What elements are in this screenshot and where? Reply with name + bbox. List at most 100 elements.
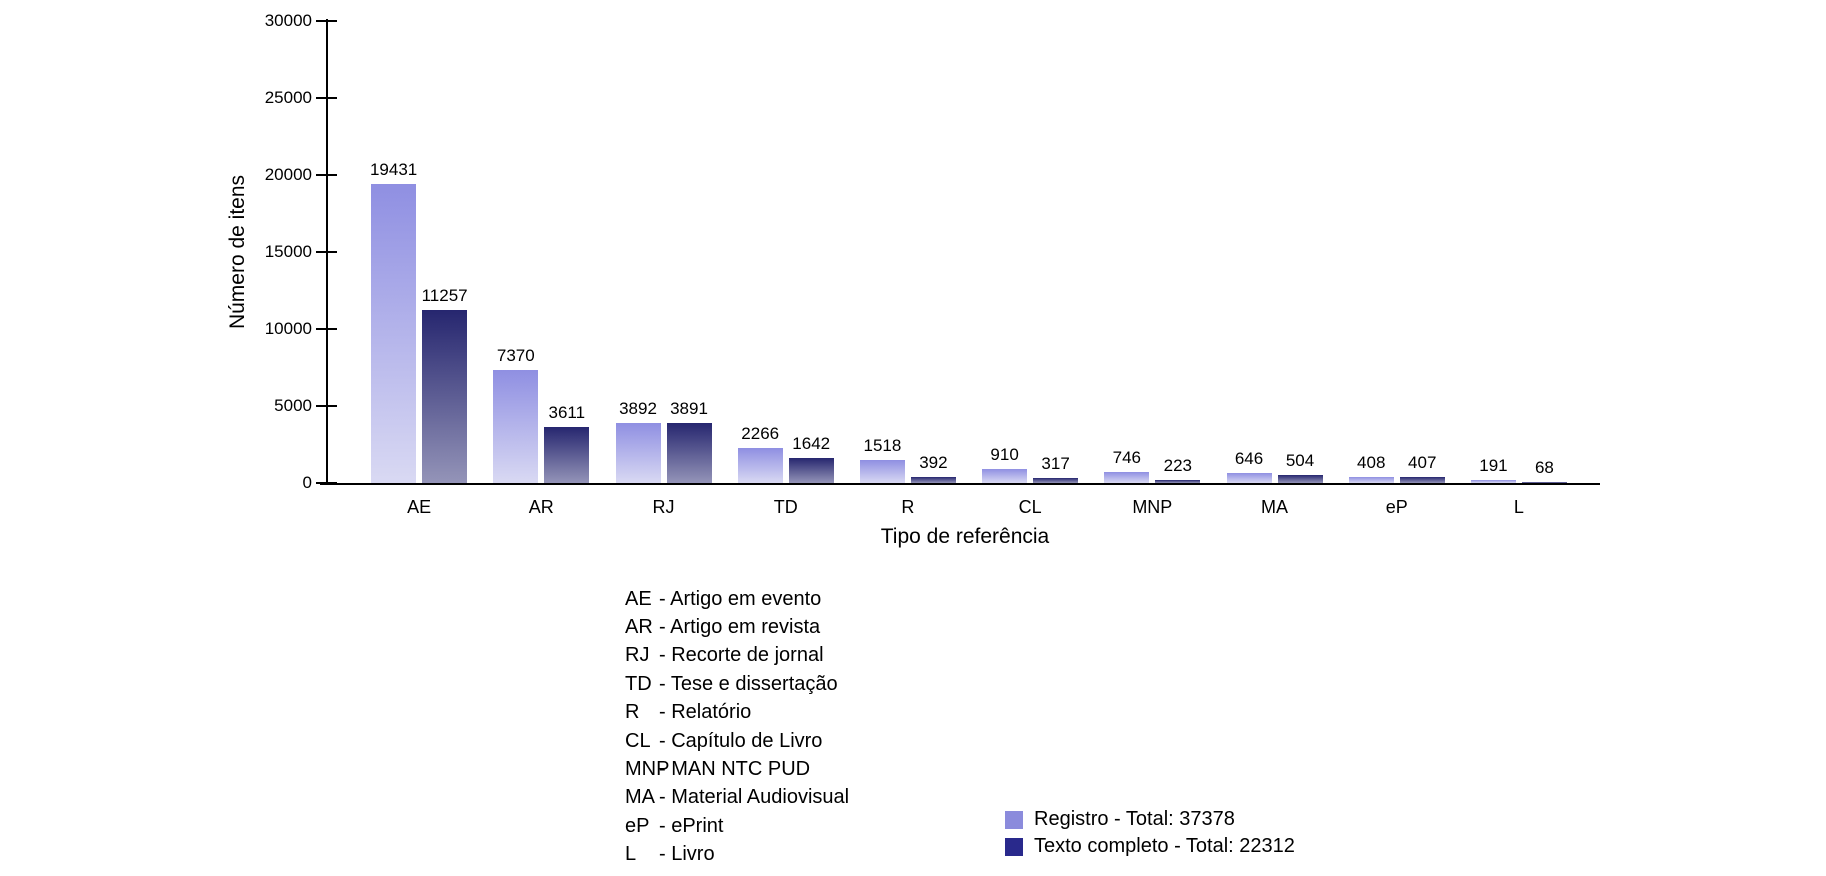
bar-group-td: 2266 1642	[725, 21, 847, 483]
abbr-description: - Relatório	[659, 701, 752, 724]
bar-value-label: 408	[1357, 452, 1386, 472]
plot-area: 0 5000 10000 15000 20000 25000 30000 19431 1125…	[265, 11, 1600, 492]
abbr-description: - Artigo em evento	[659, 587, 822, 610]
bar: 68	[1521, 458, 1567, 483]
y-tick-label: 5000	[274, 396, 312, 415]
bar: 408	[1348, 453, 1394, 483]
category-label-r: R	[901, 497, 915, 517]
abbreviation-row: RJ - Recorte de jornal	[625, 642, 849, 670]
bar-group-ep: 408 407	[1336, 21, 1458, 483]
abbr-code: R	[625, 701, 640, 724]
bar-value-label: 11257	[421, 285, 468, 305]
y-axis-line	[326, 19, 328, 485]
abbr-code: AR	[625, 616, 653, 639]
bar-group-ae: 19431 11257	[358, 21, 480, 483]
bar: 407	[1399, 453, 1445, 483]
abbreviation-key: AE - Artigo em evento AR - Artigo em revis…	[625, 585, 849, 869]
abbr-description: - Material Audiovisual	[659, 786, 850, 809]
bar-group-mnp: 746 223	[1091, 21, 1213, 483]
abbr-description: - Livro	[659, 843, 715, 866]
category-label-l: L	[1513, 497, 1524, 517]
x-axis-title: Tipo de referência	[880, 525, 1050, 548]
bar-group-ma: 646 504	[1213, 21, 1335, 483]
bar-group-rj: 3892 3891	[602, 21, 724, 483]
x-axis-line	[320, 483, 1600, 485]
bar-value-label: 3892	[619, 399, 657, 419]
bar-value-label: 1642	[792, 433, 831, 453]
y-tick-label: 25000	[264, 88, 312, 107]
y-tick-label: 30000	[264, 11, 312, 30]
y-tick-label: 0	[302, 473, 312, 492]
bar-value-label: 7370	[496, 345, 535, 365]
bar-group-cl: 910 317	[969, 21, 1091, 483]
bar-group-ar: 7370 3611	[480, 21, 602, 483]
bar-value-label: 392	[919, 452, 948, 472]
bar: 910	[982, 445, 1028, 483]
abbr-code: eP	[625, 814, 650, 837]
bar-value-label: 223	[1163, 455, 1192, 475]
category-label-ar: AR	[528, 497, 554, 517]
abbr-code: TD	[625, 672, 652, 695]
abbr-description: - MAN NTC PUD	[659, 758, 811, 781]
bar: 2266	[737, 424, 783, 483]
legend-label: Registro - Total: 37378	[1034, 808, 1235, 830]
abbr-description: - Tese e dissertação	[659, 672, 838, 695]
bar-group-l: 191 68	[1458, 21, 1580, 483]
bars-container: 19431 11257 7370 3611 3892 3891 2266 1642 1518 39…	[328, 21, 1600, 483]
bar-value-label: 19431	[369, 159, 418, 179]
abbreviation-row: MNP - MAN NTC PUD	[625, 755, 849, 783]
bar-value-label: 3891	[670, 399, 708, 419]
legend-row-registro: Registro - Total: 37378	[1005, 806, 1295, 833]
bar: 646	[1226, 449, 1272, 483]
bar-value-label: 910	[990, 445, 1019, 464]
bar-value-label: 191	[1479, 456, 1508, 476]
registro-swatch	[1005, 810, 1023, 829]
texto-completo-swatch	[1005, 837, 1023, 856]
abbr-code: MA	[625, 786, 655, 809]
abbreviation-row: L - Livro	[625, 841, 849, 869]
category-label-mnp: MNP	[1132, 497, 1173, 517]
bar: 7370	[493, 346, 539, 483]
bar: 746	[1104, 448, 1150, 483]
bar: 191	[1470, 456, 1516, 483]
y-tick-label: 20000	[264, 165, 312, 184]
bar-value-label: 1518	[863, 435, 902, 455]
bar: 19431	[370, 160, 417, 483]
category-label-ae: AE	[407, 497, 432, 517]
bar-value-label: 504	[1285, 451, 1315, 471]
y-tick-label: 15000	[264, 242, 312, 261]
abbreviation-row: eP - ePrint	[625, 812, 849, 840]
category-label-td: TD	[773, 497, 798, 517]
abbreviation-row: AE - Artigo em evento	[625, 585, 849, 613]
abbr-code: AE	[625, 587, 652, 610]
bar: 317	[1033, 454, 1079, 483]
category-label-ma: MA	[1261, 497, 1289, 517]
bar: 11257	[422, 286, 468, 483]
bar-group-r: 1518 392	[847, 21, 969, 483]
category-label-cl: CL	[1018, 497, 1042, 517]
category-label-rj: RJ	[652, 497, 675, 517]
bar-value-label: 3611	[548, 403, 586, 423]
abbr-code: CL	[625, 729, 651, 752]
abbr-code: L	[625, 843, 637, 866]
abbreviation-row: AR - Artigo em revista	[625, 613, 849, 641]
legend-row-texto-completo: Texto completo - Total: 22312	[1005, 833, 1295, 860]
abbreviation-row: MA - Material Audiovisual	[625, 784, 849, 812]
bar-value-label: 407	[1408, 452, 1437, 472]
abbreviation-row: CL - Capítulo de Livro	[625, 727, 849, 755]
abbr-description: - ePrint	[659, 814, 724, 837]
bar-value-label: 317	[1041, 454, 1070, 474]
category-labels: AE AR RJ TD R CL MNP MA eP L	[328, 497, 1600, 518]
bar-value-label: 646	[1234, 449, 1264, 469]
abbr-description: - Artigo em revista	[659, 616, 821, 639]
legend-label: Texto completo - Total: 22312	[1034, 835, 1295, 857]
bar: 1642	[788, 434, 834, 483]
y-tick-label: 10000	[264, 319, 312, 338]
bar: 504	[1277, 451, 1323, 483]
bar: 3891	[666, 399, 712, 483]
bar: 3892	[615, 399, 661, 483]
category-label-ep: eP	[1385, 497, 1408, 517]
abbr-code: RJ	[625, 644, 650, 667]
bar-value-label: 746	[1112, 447, 1141, 467]
